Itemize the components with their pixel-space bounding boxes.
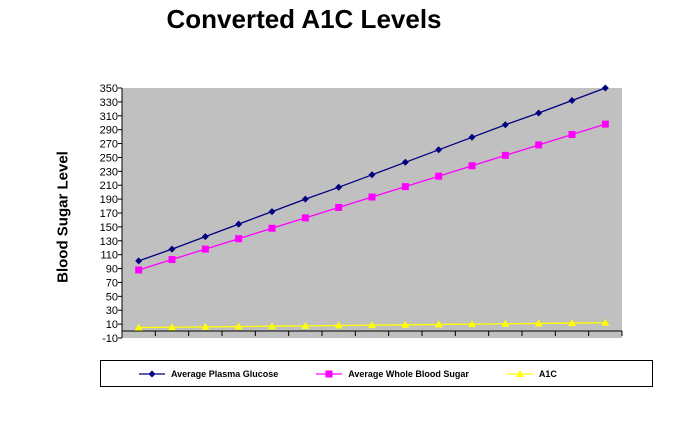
series-a1c bbox=[134, 318, 610, 331]
data-point-square bbox=[135, 266, 143, 274]
data-point-triangle bbox=[268, 322, 276, 330]
data-point-square bbox=[325, 370, 333, 377]
data-point-diamond bbox=[568, 97, 576, 104]
data-point-diamond bbox=[535, 109, 543, 117]
legend-swatch bbox=[139, 370, 165, 377]
data-point-diamond bbox=[401, 158, 409, 166]
data-point-diamond bbox=[268, 208, 276, 216]
y-tick-label: 290 bbox=[100, 125, 118, 137]
data-point-square bbox=[535, 141, 543, 149]
y-tick-label: 190 bbox=[100, 194, 118, 206]
data-point-square bbox=[601, 120, 609, 128]
data-point-triangle bbox=[134, 323, 143, 331]
data-point-square bbox=[268, 224, 276, 232]
data-point-square bbox=[201, 245, 209, 253]
data-point-square bbox=[468, 162, 476, 170]
y-tick-label: 50 bbox=[106, 291, 118, 303]
data-point-triangle bbox=[468, 320, 476, 328]
data-point-diamond bbox=[601, 84, 609, 92]
y-tick-label: 30 bbox=[106, 305, 118, 317]
data-point-triangle bbox=[401, 320, 410, 328]
y-tick-label: 230 bbox=[100, 166, 118, 178]
legend-item: A1C bbox=[506, 368, 557, 379]
chart-title: Converted A1C Levels bbox=[166, 4, 442, 34]
y-tick-label: -10 bbox=[102, 333, 118, 345]
y-tick-label: 90 bbox=[106, 264, 118, 276]
y-tick-label: 10 bbox=[106, 319, 118, 331]
data-point-triangle bbox=[334, 321, 343, 329]
legend-label: Average Whole Blood Sugar bbox=[348, 368, 469, 379]
data-point-square bbox=[368, 193, 376, 201]
data-point-triangle bbox=[168, 323, 176, 331]
series-average-plasma-glucose bbox=[135, 84, 609, 265]
data-point-triangle bbox=[201, 322, 210, 330]
y-tick-label: 210 bbox=[100, 180, 118, 192]
data-point-triangle bbox=[568, 319, 576, 327]
legend-swatch bbox=[506, 369, 533, 377]
data-point-diamond bbox=[235, 220, 243, 228]
data-point-diamond bbox=[148, 370, 156, 377]
data-point-square bbox=[168, 256, 176, 264]
y-tick-label: 310 bbox=[100, 111, 118, 123]
y-tick-label: 350 bbox=[100, 83, 118, 95]
data-point-diamond bbox=[135, 257, 143, 265]
data-point-square bbox=[568, 131, 576, 139]
data-point-triangle bbox=[515, 369, 524, 377]
legend-item: Average Whole Blood Sugar bbox=[316, 369, 469, 379]
data-point-square bbox=[401, 183, 409, 191]
legend: Average Plasma Glucose Average Whole Bloo… bbox=[100, 360, 653, 387]
data-point-triangle bbox=[368, 321, 376, 329]
data-point-square bbox=[435, 172, 443, 180]
y-tick-label: 330 bbox=[100, 97, 118, 109]
data-point-triangle bbox=[534, 319, 543, 327]
data-point-square bbox=[501, 151, 509, 159]
legend-label: Average Plasma Glucose bbox=[171, 368, 279, 379]
y-tick-label: 270 bbox=[100, 139, 118, 151]
y-tick-label: 130 bbox=[100, 236, 118, 248]
plot-area bbox=[122, 88, 622, 338]
legend-item: Average Plasma Glucose bbox=[139, 369, 278, 379]
data-point-diamond bbox=[501, 121, 509, 129]
data-point-diamond bbox=[468, 133, 476, 141]
data-point-square bbox=[235, 235, 243, 243]
data-point-diamond bbox=[301, 195, 309, 203]
series-average-whole-blood-sugar bbox=[135, 120, 609, 274]
data-point-triangle bbox=[501, 319, 510, 327]
y-tick-label: 70 bbox=[106, 277, 118, 289]
data-point-diamond bbox=[168, 245, 176, 253]
y-tick-label: 170 bbox=[100, 208, 118, 220]
legend-swatch bbox=[316, 370, 343, 377]
y-tick-label: 150 bbox=[100, 222, 118, 234]
data-point-triangle bbox=[301, 321, 310, 329]
data-point-triangle bbox=[434, 320, 443, 328]
data-point-square bbox=[301, 214, 309, 222]
data-point-diamond bbox=[368, 171, 376, 179]
legend-label: A1C bbox=[538, 368, 557, 379]
data-point-triangle bbox=[234, 322, 243, 330]
data-point-diamond bbox=[335, 183, 343, 191]
data-point-diamond bbox=[435, 146, 443, 154]
y-tick-label: 250 bbox=[100, 152, 118, 164]
data-point-square bbox=[335, 203, 343, 211]
y-tick-label: 110 bbox=[100, 250, 118, 262]
data-point-diamond bbox=[201, 233, 209, 241]
data-point-triangle bbox=[601, 318, 610, 326]
